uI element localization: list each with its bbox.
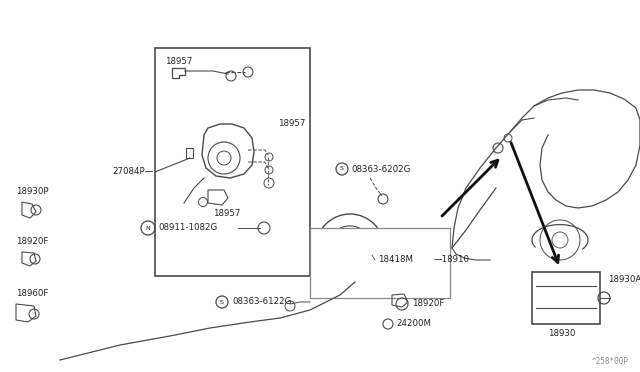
Text: 18957: 18957 [278, 119, 305, 128]
Text: 18920F: 18920F [16, 237, 49, 247]
Circle shape [345, 243, 355, 253]
Text: 18930P: 18930P [16, 187, 49, 196]
Text: ^258*00P: ^258*00P [591, 357, 628, 366]
Text: 18930A: 18930A [608, 276, 640, 285]
Text: 18960F: 18960F [16, 289, 49, 298]
Text: S: S [340, 167, 344, 171]
Text: 24200M: 24200M [396, 320, 431, 328]
Text: 18957: 18957 [165, 58, 193, 67]
Bar [155, 48, 310, 276]
Text: 18920F: 18920F [412, 298, 444, 308]
Bar [532, 272, 600, 324]
Text: 27084P—: 27084P— [112, 167, 153, 176]
Bar [310, 228, 450, 298]
Text: S: S [220, 299, 224, 305]
Text: 18418M: 18418M [378, 256, 413, 264]
Text: 08363-6122G: 08363-6122G [232, 298, 291, 307]
Text: 18930: 18930 [548, 330, 575, 339]
Text: N: N [146, 225, 150, 231]
Text: 08363-6202G: 08363-6202G [351, 164, 410, 173]
Text: —18910: —18910 [434, 256, 470, 264]
Text: 18957: 18957 [213, 209, 241, 218]
Text: 08911-1082G: 08911-1082G [158, 224, 217, 232]
